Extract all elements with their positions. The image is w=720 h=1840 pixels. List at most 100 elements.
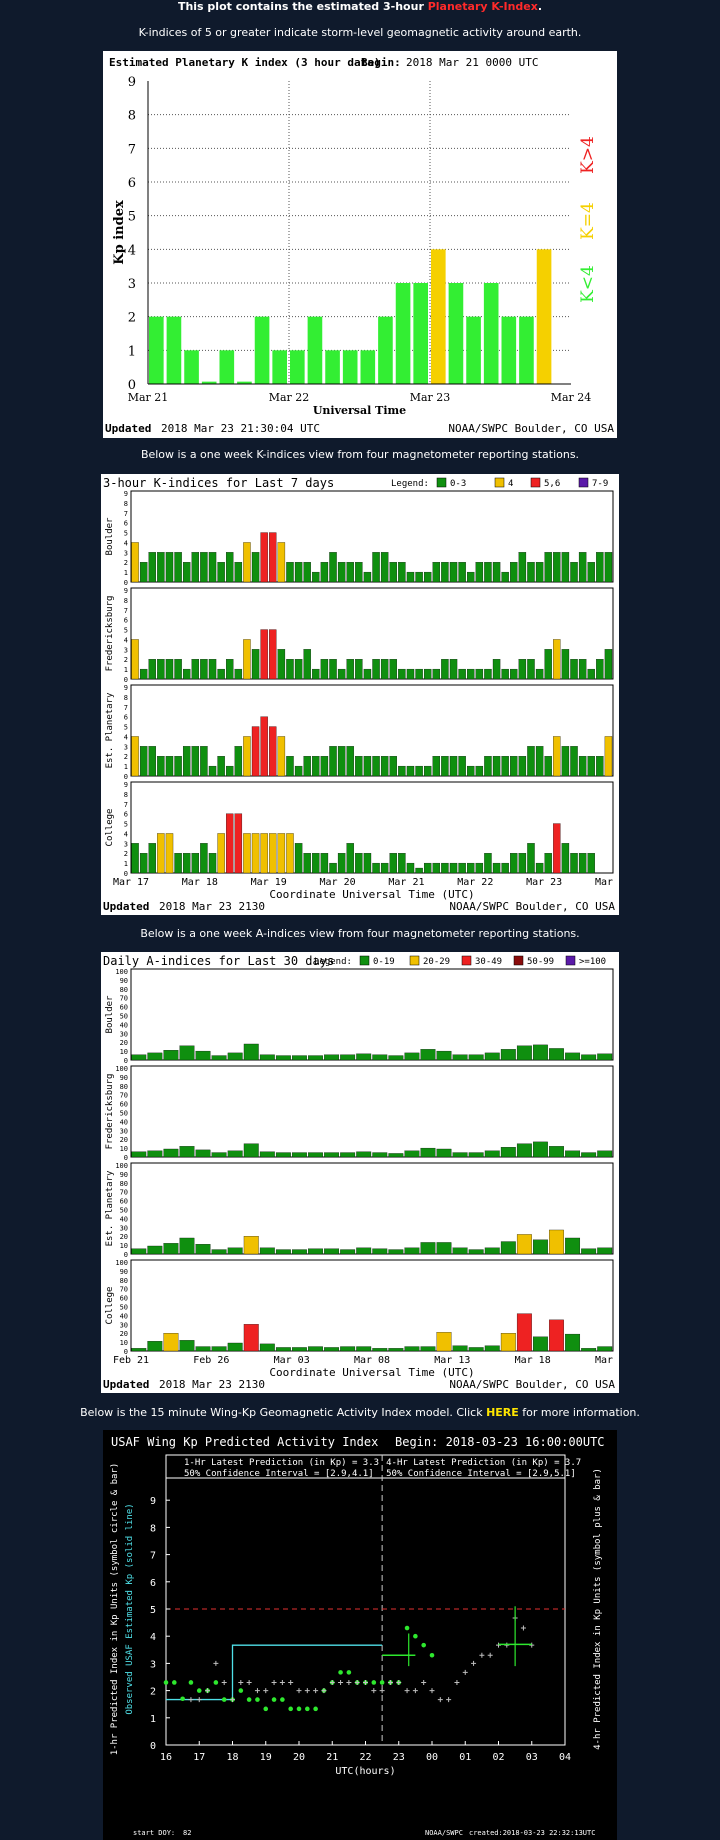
chart3-bar (581, 1348, 597, 1352)
chart2-bar (363, 668, 372, 680)
chart3-ytick: 30 (120, 1127, 128, 1135)
chart3-bar (500, 1241, 516, 1255)
chart2-bar (415, 668, 423, 680)
chart1-begin-value: 2018 Mar 21 0000 UTC (406, 56, 538, 69)
caption-wing: Below is the 15 minute Wing-Kp Geomagnet… (0, 1406, 720, 1419)
chart2-bar (389, 659, 397, 680)
chart2-bar (423, 765, 432, 777)
chart3-bar (259, 1343, 275, 1352)
chart1-ytick: 9 (128, 75, 136, 90)
chart2-bar (423, 668, 432, 680)
chart3-ytick: 50 (120, 1013, 128, 1021)
chart2-bar (243, 736, 251, 777)
chart2-bar (251, 833, 260, 874)
chart4-pred4hr-point (396, 1679, 402, 1685)
chart2-bar (260, 716, 268, 777)
chart4-start-doy-label: start DOY: (133, 1829, 175, 1837)
chart3-bar (259, 1054, 275, 1061)
chart2-bar (527, 659, 535, 680)
chart2-ytick: 0 (124, 870, 128, 878)
chart2-bar (191, 552, 200, 583)
chart3-bar (484, 1052, 500, 1061)
chart3-ytick: 100 (115, 1162, 128, 1170)
chart2-bar (432, 862, 441, 874)
chart4-pred1hr-point (413, 1633, 418, 1639)
chart3-bar (227, 1342, 243, 1352)
chart3-legend-entry: >=100 (579, 957, 606, 967)
chart4-pred4hr-point (329, 1679, 335, 1685)
chart2-bar (458, 862, 466, 874)
chart2-bar (406, 668, 415, 680)
chart1-bar (325, 350, 340, 384)
chart1-bar (360, 350, 376, 384)
chart2-ytick: 5 (124, 627, 128, 635)
chart3-bar (549, 1146, 564, 1158)
chart2-bar (251, 649, 260, 680)
chart4-pred4hr-point (296, 1688, 302, 1694)
planetary-k-index-link[interactable]: Planetary K-Index (427, 0, 538, 13)
chart3-bar (597, 1346, 613, 1352)
chart3-bar (292, 1055, 307, 1061)
chart2-bar (294, 659, 303, 680)
here-link[interactable]: HERE (486, 1406, 519, 1419)
chart4-pred4hr-point (254, 1688, 260, 1694)
chart3-ytick: 70 (120, 1092, 128, 1100)
chart2-ytick: 4 (124, 830, 128, 838)
chart3-bar (468, 1054, 484, 1061)
chart3-bar (597, 1053, 613, 1061)
chart2-bar (200, 746, 208, 777)
chart2-ytick: 6 (124, 714, 128, 722)
chart3-bar (163, 1050, 179, 1061)
chart4-pred1hr-point (196, 1688, 202, 1693)
chart3-bar (356, 1247, 372, 1255)
chart3-bar (468, 1249, 484, 1255)
chart3-bar (597, 1247, 613, 1255)
chart4-title: USAF Wing Kp Predicted Activity Index (111, 1435, 378, 1449)
chart1-ytick: 6 (128, 176, 136, 191)
chart2-bar (458, 756, 466, 777)
chart3-source: NOAA/SWPC Boulder, CO USA (449, 1378, 615, 1391)
chart2-bar (492, 562, 501, 583)
chart2-xtick: Mar 18 (182, 877, 218, 888)
chart3-bar (500, 1049, 516, 1061)
chart2-bar (234, 746, 243, 777)
chart3-bar (565, 1333, 581, 1352)
chart2-bar (561, 843, 570, 874)
chart2-bar (492, 862, 501, 874)
chart2-bar (174, 552, 182, 583)
chart3-bar (404, 1247, 420, 1255)
chart3-legend-swatch (513, 955, 524, 966)
chart2-bar (510, 562, 518, 583)
chart2-bar (346, 562, 354, 583)
chart2-ytick: 0 (124, 676, 128, 684)
chart4-box2-line1: 4-Hr Latest Prediction (in Kp) = 3.7 (386, 1458, 581, 1468)
chart2-bar (208, 853, 217, 874)
chart2-bar (303, 649, 311, 680)
chart2-bar (320, 659, 329, 680)
chart2-legend-swatch (494, 477, 505, 488)
chart2-bar (243, 639, 251, 680)
chart3-bar (195, 1149, 211, 1158)
chart2-bar (131, 639, 139, 680)
chart3-ytick: 100 (115, 1259, 128, 1267)
chart2-bar (398, 562, 406, 583)
chart2-ytick: 4 (124, 539, 128, 547)
chart2-bar (277, 542, 286, 583)
chart2-legend-entry: 4 (508, 479, 513, 489)
chart1-legend-entry: K=4 (578, 202, 598, 240)
chart3-ytick: 20 (120, 1136, 128, 1144)
chart4-pred4hr-point (363, 1679, 368, 1685)
k-7day-svg: 3-hour K-indices for Last 7 days Legend: 0… (103, 476, 619, 913)
chart2-bar (286, 562, 294, 583)
chart3-bar (211, 1055, 227, 1061)
chart3-ytick: 0 (124, 1348, 128, 1356)
chart3-bar (533, 1336, 548, 1352)
chart2-ytick: 1 (124, 666, 128, 674)
chart2-bar (432, 668, 441, 680)
chart3-ytick: 90 (120, 977, 128, 985)
chart3-bar (500, 1147, 516, 1158)
chart3-bar (533, 1044, 548, 1061)
chart2-bar (131, 736, 139, 777)
chart3-bar (211, 1152, 227, 1158)
chart4-pred1hr-point (172, 1680, 177, 1685)
